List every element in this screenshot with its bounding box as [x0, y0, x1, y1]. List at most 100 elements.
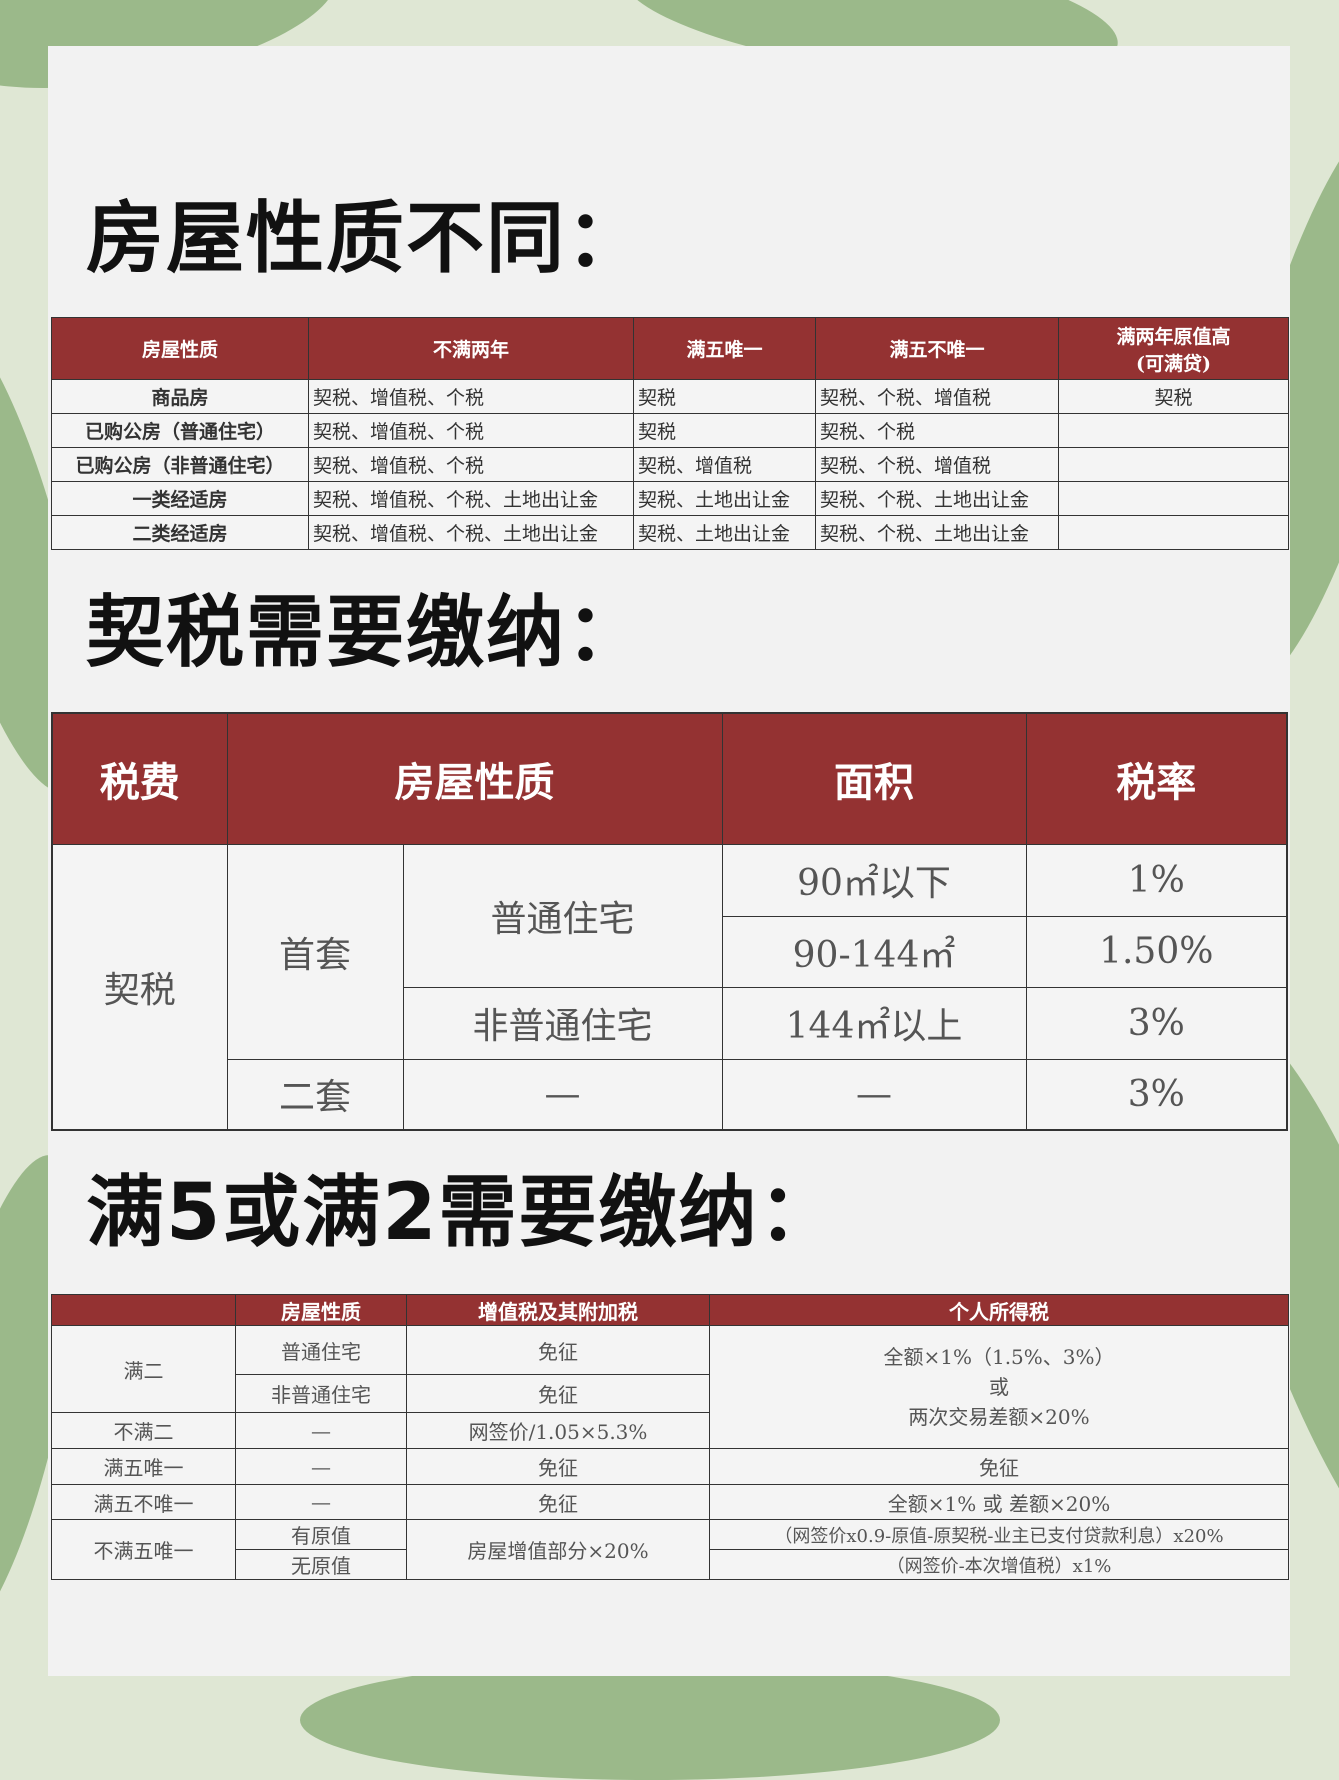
cell-line: 全额×1%（1.5%、3%） [883, 1345, 1115, 1369]
table-row: 二套 — —3% [52, 1058, 1288, 1131]
header-cell: 税率 [1025, 712, 1288, 845]
header-cell: 增值税及其附加税 [406, 1294, 710, 1326]
cell: 契税、个税、土地出让金 [815, 481, 1059, 516]
cell-line: 或 [989, 1375, 1009, 1399]
cell: 免征 [709, 1448, 1289, 1485]
section3-title: 满5或满2需要缴纳： [86, 1168, 839, 1258]
cell: 无原值 [235, 1549, 407, 1580]
cell: 全额×1% 或 差额×20% [709, 1484, 1289, 1520]
cell: 房屋增值部分×20% [406, 1519, 710, 1580]
cell: 已购公房（普通住宅） [51, 413, 309, 448]
cell: 非普通住宅 [402, 986, 723, 1060]
cell: 普通住宅 [235, 1325, 407, 1375]
cell: 满二 [51, 1325, 236, 1413]
cell: 1.50% [1025, 915, 1288, 988]
cell: 二套 [226, 1058, 404, 1131]
cell: 契税、增值税、个税 [308, 413, 634, 448]
cell: — [402, 1058, 723, 1131]
cell: 契税、土地出让金 [633, 515, 816, 550]
cell [1058, 515, 1289, 550]
header-cell: 不满两年 [308, 317, 634, 380]
cell: 不满二 [51, 1412, 236, 1449]
cell: 契税、增值税、个税 [308, 447, 634, 482]
cell: 不满五唯一 [51, 1519, 236, 1580]
cell: — [235, 1412, 407, 1449]
cell: 144㎡以上 [721, 986, 1027, 1060]
cell: 契税、增值税、个税 [308, 379, 634, 414]
cell: 契税、增值税、个税、土地出让金 [308, 515, 634, 550]
section1-title: 房屋性质不同： [86, 194, 647, 284]
cell: 满五唯一 [51, 1448, 236, 1485]
cell: 契税、土地出让金 [633, 481, 816, 516]
cell: 普通住宅 [402, 843, 723, 988]
table-row: 不满二 — 网签价/1.05×5.3% [51, 1412, 1289, 1449]
header-cell: 满五不唯一 [815, 317, 1059, 380]
table-row: 不满五唯一 有原值 房屋增值部分×20% （网签价x0.9-原值-原契税-业主已… [51, 1519, 1289, 1580]
cell: — [235, 1448, 407, 1485]
table-row: 已购公房（普通住宅） 契税、增值税、个税 契税 契税、个税 [51, 413, 1289, 448]
cell [1058, 413, 1289, 448]
cell: — [235, 1484, 407, 1520]
header-cell: 面积 [721, 712, 1027, 845]
cell: 契税、增值税、个税、土地出让金 [308, 481, 634, 516]
cell: 契税、个税、土地出让金 [815, 515, 1059, 550]
cell: 已购公房（非普通住宅） [51, 447, 309, 482]
cell: 3% [1025, 1058, 1288, 1131]
cell: 契税 [1058, 379, 1289, 414]
table-row: 商品房 契税、增值税、个税 契税 契税、个税、增值税 契税 [51, 379, 1289, 414]
property-type-table: 房屋性质 不满两年 满五唯一 满五不唯一 满两年原值高 (可满贷) 商品房 契税、增… [51, 317, 1289, 550]
header-line: 满两年原值高 [1116, 325, 1231, 348]
cell: 免征 [406, 1448, 710, 1485]
vat-income-tax-table: 房屋性质 增值税及其附加税 个人所得税 满二 普通住宅 免征 全额×1%（1.5… [51, 1294, 1289, 1580]
cell: 契税、个税、增值税 [815, 447, 1059, 482]
header-line: (可满贷) [1136, 352, 1211, 375]
cell: 1% [1025, 843, 1288, 917]
table-row: 已购公房（非普通住宅） 契税、增值税、个税 契税、增值税 契税、个税、增值税 [51, 447, 1289, 482]
cell: （网签价x0.9-原值-原契税-业主已支付贷款利息）x20% [709, 1519, 1289, 1550]
section2-title: 契税需要缴纳： [86, 588, 647, 678]
cell [1058, 447, 1289, 482]
cell: 一类经适房 [51, 481, 309, 516]
cell: — [721, 1058, 1027, 1131]
cell: 契税 [633, 413, 816, 448]
cell: 商品房 [51, 379, 309, 414]
table-row: 满二 普通住宅 免征 全额×1%（1.5%、3%） 或 两次交易差额×20% [51, 1325, 1289, 1449]
cell: 二类经适房 [51, 515, 309, 550]
header-cell: 满两年原值高 (可满贷) [1058, 317, 1289, 380]
cell: 契税 [633, 379, 816, 414]
table-row: 契税 首套 普通住宅 90㎡以下 1% [51, 843, 1288, 1131]
cell: 满五不唯一 [51, 1484, 236, 1520]
header-cell: 个人所得税 [709, 1294, 1289, 1326]
cell: 免征 [406, 1374, 710, 1413]
cell: 首套 [226, 843, 404, 1060]
table-row: 满五唯一 — 免征 免征 [51, 1448, 1289, 1485]
cell: 免征 [406, 1484, 710, 1520]
header-cell: 房屋性质 [226, 712, 723, 845]
header-cell: 满五唯一 [633, 317, 816, 380]
cell: 90㎡以下 [721, 843, 1027, 917]
cell: （网签价-本次增值税）x1% [709, 1549, 1289, 1580]
table-row: 无原值 （网签价-本次增值税）x1% [52, 1549, 1289, 1580]
deed-tax-table: 税费 房屋性质 面积 税率 契税 首套 普通住宅 90㎡以下 1% 90-144… [51, 712, 1288, 1131]
cell: 契税 [51, 843, 228, 1131]
cell [1058, 481, 1289, 516]
cell: 3% [1025, 986, 1288, 1060]
cell: 契税、增值税 [633, 447, 816, 482]
cell: 免征 [406, 1325, 710, 1375]
table-row: 二类经适房 契税、增值税、个税、土地出让金 契税、土地出让金 契税、个税、土地出让金 [51, 515, 1289, 550]
table-row: 非普通住宅 144㎡以上 3% [52, 986, 1288, 1060]
table-row: 非普通住宅 免征 [52, 1374, 1289, 1413]
header-cell: 税费 [51, 712, 228, 845]
cell: 契税、个税 [815, 413, 1059, 448]
table-row: 一类经适房 契税、增值税、个税、土地出让金 契税、土地出让金 契税、个税、土地出让金 [51, 481, 1289, 516]
cell: 契税、个税、增值税 [815, 379, 1059, 414]
cell: 非普通住宅 [235, 1374, 407, 1413]
cell: 网签价/1.05×5.3% [406, 1412, 710, 1449]
cell: 全额×1%（1.5%、3%） 或 两次交易差额×20% [709, 1325, 1289, 1449]
header-cell: 房屋性质 [235, 1294, 407, 1326]
cell-line: 两次交易差额×20% [908, 1405, 1090, 1429]
header-cell [51, 1294, 236, 1326]
cell: 90-144㎡ [721, 915, 1027, 988]
cell: 有原值 [235, 1519, 407, 1550]
leaf-decoration [300, 1660, 1000, 1780]
